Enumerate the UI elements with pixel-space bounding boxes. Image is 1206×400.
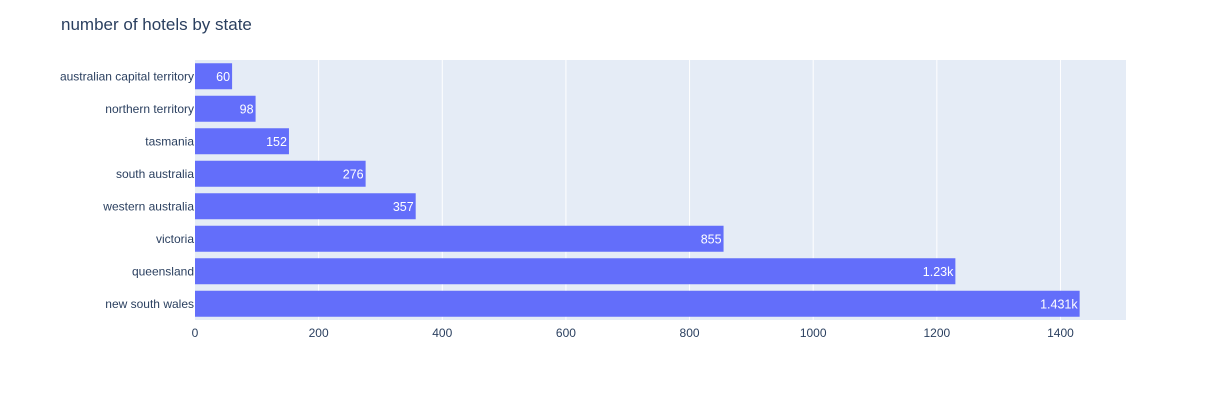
bar-value-label: 60: [216, 70, 230, 84]
bar: [195, 160, 366, 187]
x-tick-label: 0: [192, 326, 199, 340]
x-tick-label: 1400: [1047, 326, 1074, 340]
x-tick-label: 400: [432, 326, 452, 340]
bar-value-label: 152: [266, 135, 287, 149]
y-tick-label: australian capital territory: [60, 69, 194, 83]
bar: [195, 128, 289, 155]
bar-value-label: 276: [343, 167, 364, 181]
bars: [195, 63, 1080, 317]
bar: [195, 225, 724, 252]
y-tick-label: western australia: [102, 199, 194, 213]
y-tick-label: tasmania: [145, 134, 194, 148]
bar: [195, 258, 956, 285]
bar: [195, 290, 1080, 317]
x-tick-label: 600: [556, 326, 576, 340]
x-axis-tick-labels: 0 200 400 600 800 1000 1200 1400: [192, 326, 1074, 340]
bar: [195, 95, 256, 122]
x-tick-label: 1200: [923, 326, 950, 340]
bar: [195, 193, 416, 220]
x-tick-label: 800: [680, 326, 700, 340]
bar-value-label: 1.431k: [1040, 297, 1078, 311]
bar-value-label: 1.23k: [923, 265, 954, 279]
y-axis-tick-labels: australian capital territory northern ter…: [60, 69, 194, 311]
x-tick-label: 200: [309, 326, 329, 340]
chart-title: number of hotels by state: [61, 15, 252, 34]
bar: [195, 63, 233, 90]
y-tick-label: south australia: [116, 167, 194, 181]
y-tick-label: new south wales: [105, 297, 194, 311]
bar-labels: 60 98 152 276 357 855 1.23k 1.431k: [216, 70, 1078, 312]
bar-value-label: 855: [701, 232, 722, 246]
y-tick-label: northern territory: [105, 102, 194, 116]
y-tick-label: queensland: [132, 264, 194, 278]
bar-value-label: 357: [393, 200, 414, 214]
x-tick-label: 1000: [800, 326, 827, 340]
bar-value-label: 98: [240, 102, 254, 116]
y-tick-label: victoria: [156, 232, 194, 246]
